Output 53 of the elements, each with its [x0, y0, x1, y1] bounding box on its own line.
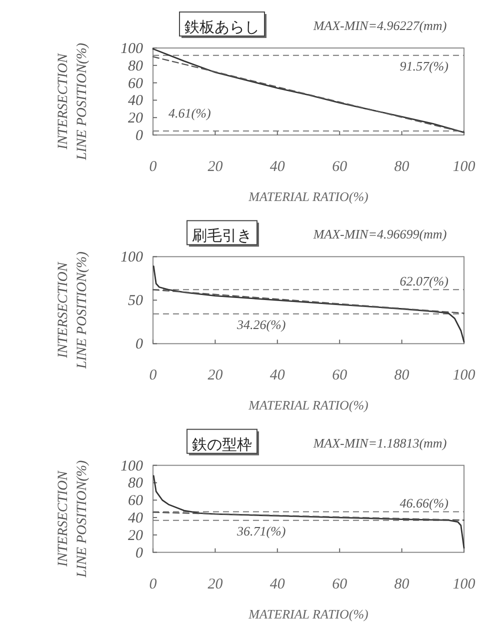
- y-tick-label: 40: [128, 93, 144, 110]
- ref-line-label: 91.57(%): [400, 58, 448, 74]
- x-tick-label: 40: [270, 159, 286, 175]
- y-tick-label: 50: [128, 293, 144, 310]
- y-tick-label: 100: [120, 250, 144, 266]
- x-tick-label: 0: [149, 159, 158, 175]
- x-tick-label: 60: [332, 576, 348, 592]
- x-tick-label: 80: [394, 159, 410, 175]
- x-tick-label: 40: [270, 576, 286, 592]
- ref-line-label: 34.26(%): [236, 316, 286, 332]
- x-axis-title: MATERIAL RATIO(%): [248, 398, 368, 413]
- line-series: [152, 266, 465, 343]
- x-axis-title: MATERIAL RATIO(%): [248, 189, 368, 204]
- y-tick-label: 20: [128, 528, 144, 544]
- x-tick-label: 100: [452, 576, 476, 592]
- x-tick-label: 20: [208, 368, 224, 384]
- y-tick-label: 0: [136, 336, 144, 353]
- ref-line-label: 4.61(%): [168, 106, 211, 121]
- y-tick-label: 40: [128, 510, 144, 527]
- x-tick-label: 20: [208, 159, 224, 175]
- line-series: [152, 475, 465, 549]
- x-tick-label: 60: [332, 368, 348, 384]
- y-tick-label: 60: [128, 493, 144, 510]
- chart-title: 鉄板あらし: [184, 18, 260, 36]
- y-tick-label: 0: [136, 545, 144, 562]
- y-tick-label: 80: [128, 58, 144, 74]
- y-tick-label: 60: [128, 76, 144, 92]
- x-axis-title: MATERIAL RATIO(%): [248, 606, 368, 622]
- y-axis-title: INTERSECTION LINE POSITION(%): [56, 42, 90, 162]
- y-tick-label: 0: [136, 128, 144, 144]
- x-tick-label: 100: [452, 368, 476, 384]
- chart-subtitle: MAX-MIN=4.96699(mm): [312, 226, 447, 242]
- chart-subtitle: MAX-MIN=1.18813(mm): [312, 435, 447, 450]
- y-tick-label: 20: [128, 110, 144, 127]
- y-tick-label: 100: [120, 458, 144, 474]
- ref-line-label: 46.66(%): [400, 496, 448, 511]
- x-tick-label: 40: [270, 368, 286, 384]
- x-tick-label: 0: [149, 576, 158, 592]
- x-tick-label: 80: [394, 368, 410, 384]
- chart-subtitle: MAX-MIN=4.96227(mm): [312, 18, 447, 33]
- y-tick-label: 80: [128, 476, 144, 492]
- chart-title: 鉄の型枠: [192, 435, 252, 454]
- y-axis-title: INTERSECTION LINE POSITION(%): [56, 460, 90, 578]
- y-axis-title: INTERSECTION LINE POSITION(%): [56, 251, 90, 370]
- x-tick-label: 0: [149, 368, 158, 384]
- chart-title: 刷毛引き: [192, 226, 252, 245]
- ref-line-label: 62.07(%): [400, 274, 448, 289]
- x-tick-label: 100: [452, 159, 476, 175]
- x-tick-label: 60: [332, 159, 348, 175]
- x-tick-label: 20: [208, 576, 224, 592]
- x-tick-label: 80: [394, 576, 410, 592]
- ref-line-label: 36.71(%): [236, 523, 286, 538]
- y-tick-label: 100: [120, 41, 144, 57]
